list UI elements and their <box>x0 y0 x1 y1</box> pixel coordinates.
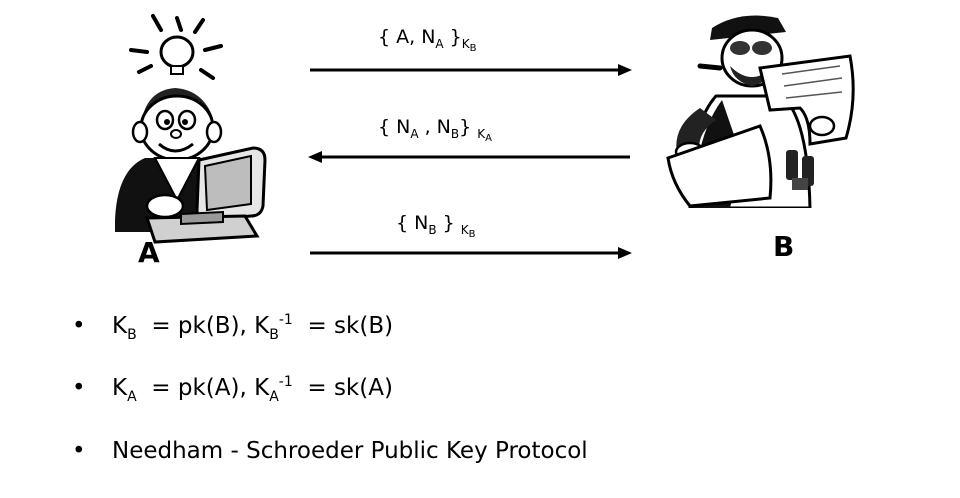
bullet-2-eq1: = pk(A), K <box>136 375 270 401</box>
bullet-protocol-name: • Needham - Schroeder Public Key Protocol <box>72 438 588 464</box>
message-3-key: K <box>460 223 469 237</box>
party-b-label: B <box>773 230 795 263</box>
message-1-label: { A, NA }KB <box>378 26 477 54</box>
message-2-close: } <box>459 116 478 138</box>
bullet-2-inverse: -1 <box>278 374 293 390</box>
message-1-key: K <box>461 37 470 51</box>
bullet-2-eq2: = sk(A) <box>292 375 393 401</box>
message-2-arrow <box>308 151 630 163</box>
bullet-symbol: • <box>72 313 86 339</box>
message-3-close: } <box>436 212 461 234</box>
party-a-label: A <box>138 236 160 269</box>
message-3-key-sub: B <box>468 229 476 240</box>
bullet-1-k-sub: B <box>127 327 137 343</box>
bullet-symbol: • <box>72 438 86 464</box>
message-3-label: { NB } KB <box>396 212 476 240</box>
bullet-1-eq1: = pk(B), K <box>136 313 270 339</box>
message-1-key-sub: B <box>469 43 477 54</box>
message-2-nonce1-sub: A <box>410 127 419 141</box>
bullet-1-inverse: -1 <box>278 312 293 328</box>
message-3-nonce-sub: B <box>428 223 437 237</box>
message-1-nonce-sub: A <box>435 37 444 51</box>
person-reading-document-icon <box>666 15 855 208</box>
protocol-name-text: Needham - Schroeder Public Key Protocol <box>112 438 588 464</box>
person-at-computer-with-idea-icon <box>115 14 267 244</box>
message-2-key-sub: A <box>485 133 492 144</box>
message-1-arrow <box>310 64 632 76</box>
bullet-key-a: • KA = pk(A), KA-1 = sk(A) <box>72 374 393 405</box>
message-2-open: { N <box>378 116 411 138</box>
bullet-1-k: K <box>112 313 128 339</box>
bullet-symbol: • <box>72 375 86 401</box>
message-3-open: { N <box>396 212 429 234</box>
bullet-1-k2-sub: B <box>269 327 279 343</box>
bullet-1-eq2: = sk(B) <box>292 313 394 339</box>
message-2-mid: , N <box>418 116 451 138</box>
bullet-2-k-sub: A <box>127 389 137 405</box>
bullet-2-k: K <box>112 375 128 401</box>
bullet-key-b: • KB = pk(B), KB-1 = sk(B) <box>72 312 393 343</box>
message-2-label: { NA , NB} KA <box>378 116 492 144</box>
message-arrows <box>308 64 632 259</box>
message-2-key: K <box>477 127 486 141</box>
message-1-open: { A, N <box>378 26 436 48</box>
message-1-close: } <box>443 26 462 48</box>
message-3-arrow <box>310 247 632 259</box>
message-2-nonce2-sub: B <box>450 127 460 141</box>
bullet-2-k2-sub: A <box>269 389 279 405</box>
